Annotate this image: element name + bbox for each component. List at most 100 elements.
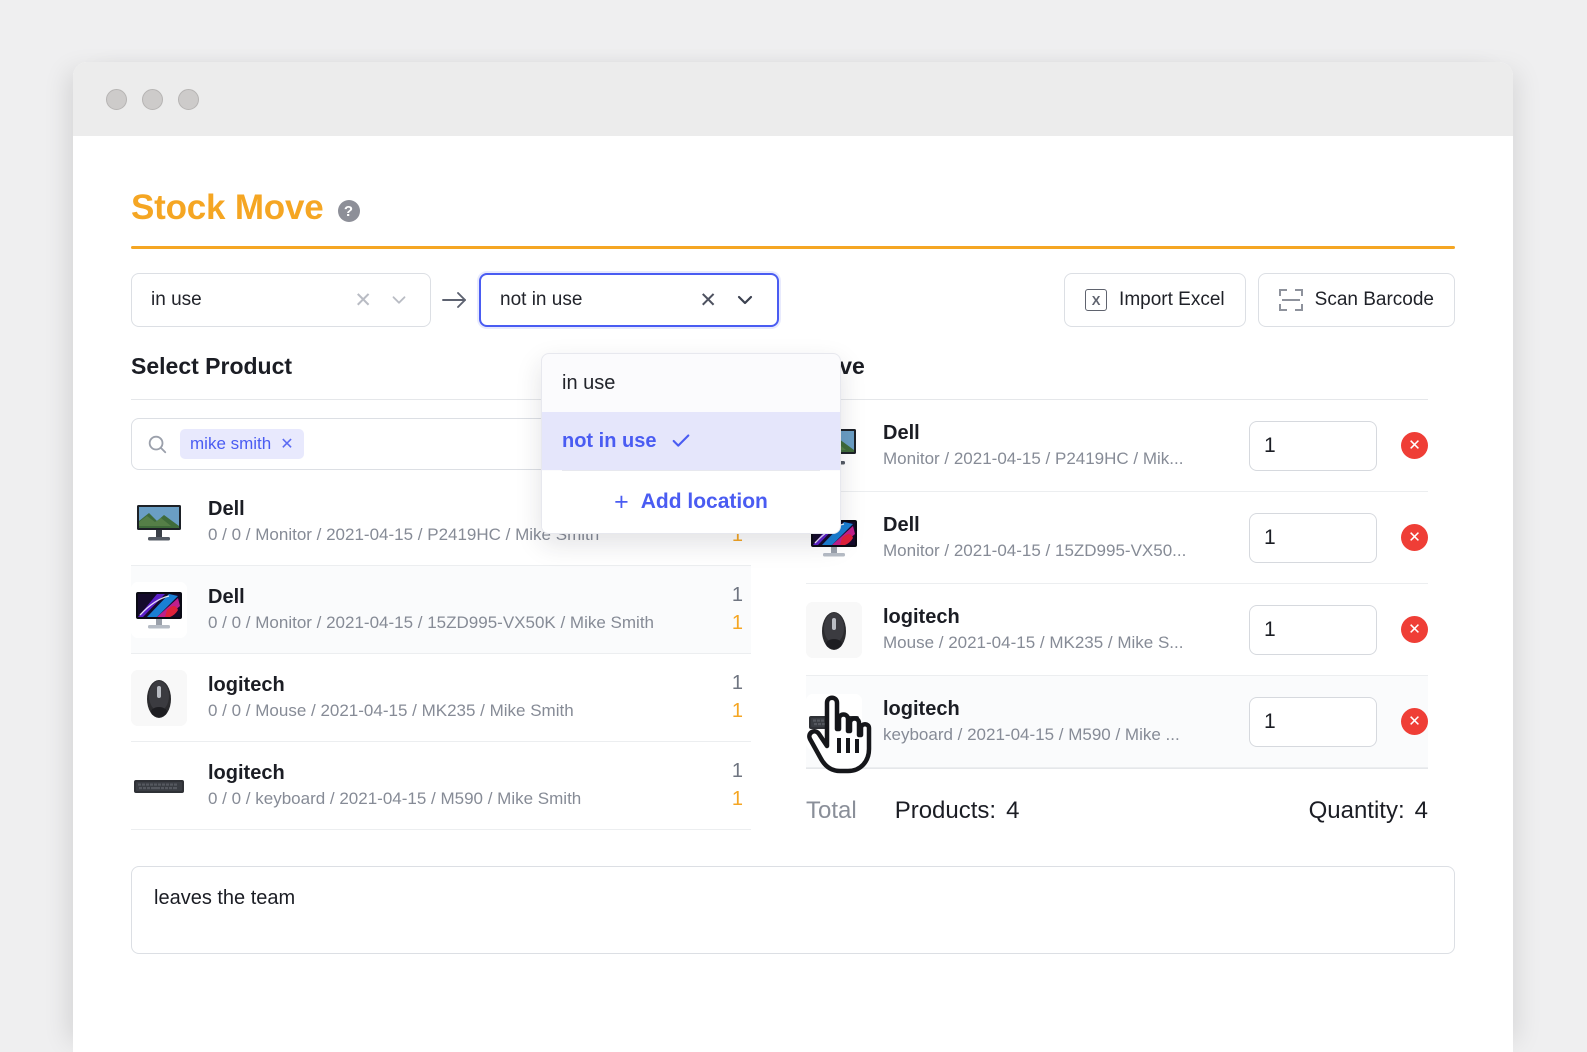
total-products: Products: 4 [895, 797, 1020, 825]
move-item-info: Dell Monitor / 2021-04-15 / P2419HC / Mi… [883, 420, 1249, 472]
move-qty-input[interactable] [1249, 420, 1377, 471]
page-title: Stock Move [131, 188, 324, 227]
move-item-name: logitech [883, 697, 960, 720]
product-meta: 0 / 0 / keyboard / 2021-04-15 / M590 / M… [208, 788, 582, 808]
total-quantity-label: Quantity: [1308, 797, 1405, 824]
app-window: Stock Move ? in use ✕ not in use ✕ [73, 62, 1513, 1052]
window-close-dot[interactable] [106, 88, 127, 110]
product-qty-available: 1 [731, 699, 743, 722]
product-info: logitech 0 / 0 / Mouse / 2021-04-15 / MK… [208, 672, 697, 724]
move-item-name: Dell [883, 421, 920, 444]
window-maximize-dot[interactable] [178, 88, 199, 110]
move-list-item[interactable]: Dell Monitor / 2021-04-15 / 15ZD995-VX50… [806, 492, 1428, 584]
product-meta: 0 / 0 / Monitor / 2021-04-15 / 15ZD995-V… [208, 612, 654, 632]
import-excel-label: Import Excel [1119, 289, 1225, 310]
product-quantities: 1 1 [697, 582, 743, 638]
window-titlebar [73, 62, 1513, 136]
panel-divider [806, 399, 1428, 400]
dropdown-option-in-use[interactable]: in use [542, 354, 840, 412]
remove-item-button[interactable]: ✕ [1401, 708, 1428, 735]
product-list-item[interactable]: Dell 0 / 0 / Monitor / 2021-04-15 / P241… [131, 478, 751, 566]
from-location-select[interactable]: in use ✕ [131, 273, 431, 327]
excel-icon: X [1085, 289, 1108, 311]
monitor-abstract-icon [131, 581, 187, 638]
add-location-label: Add location [640, 490, 768, 513]
move-qty-input[interactable] [1249, 512, 1377, 563]
chevron-down-icon[interactable] [727, 288, 763, 312]
check-icon [670, 430, 692, 452]
location-toolbar: in use ✕ not in use ✕ X Import Exce [131, 273, 1455, 774]
dropdown-option-label: in use [562, 371, 616, 394]
move-item-meta: keyboard / 2021-04-15 / M590 / Mike ... [883, 724, 1180, 744]
import-excel-button[interactable]: X Import Excel [1064, 273, 1246, 327]
move-item-name: Dell [883, 513, 920, 536]
total-quantity: Quantity: 4 [1309, 797, 1428, 825]
product-list-item[interactable]: logitech 0 / 0 / keyboard / 2021-04-15 /… [131, 742, 751, 830]
move-qty-input[interactable] [1249, 696, 1377, 747]
to-location-value: not in use [500, 289, 583, 310]
add-location-button[interactable]: + Add location [542, 471, 840, 533]
totals-row: Total Products: 4 Quantity: 4 [806, 769, 1428, 825]
product-name: logitech [208, 673, 285, 696]
plus-icon: + [614, 487, 629, 516]
search-filter-chip[interactable]: mike smith ✕ [180, 429, 304, 459]
product-name: logitech [208, 761, 285, 784]
remove-item-button[interactable]: ✕ [1401, 616, 1428, 643]
to-location-clear-icon[interactable]: ✕ [699, 288, 717, 312]
page-header: Stock Move ? [131, 136, 1455, 228]
chevron-down-icon[interactable] [382, 289, 416, 311]
dropdown-option-not-in-use[interactable]: not in use [542, 412, 840, 470]
remove-item-button[interactable]: ✕ [1401, 432, 1428, 459]
move-list-item[interactable]: logitech keyboard / 2021-04-15 / M590 / … [806, 676, 1428, 768]
product-qty-available: 1 [731, 523, 743, 546]
move-item-info: logitech keyboard / 2021-04-15 / M590 / … [883, 696, 1249, 748]
title-divider [131, 246, 1455, 249]
product-qty-total: 1 [731, 759, 743, 782]
move-heading: Move [806, 353, 1428, 399]
dropdown-divider [562, 470, 820, 471]
to-location-select[interactable]: not in use ✕ [479, 273, 779, 327]
product-qty-available: 1 [731, 787, 743, 810]
close-icon[interactable]: ✕ [280, 436, 294, 453]
mouse-icon [806, 601, 862, 658]
total-products-label: Products: [894, 797, 997, 824]
scan-barcode-button[interactable]: Scan Barcode [1257, 273, 1455, 327]
total-label: Total [806, 797, 857, 824]
search-chip-label: mike smith [190, 434, 272, 453]
remove-item-button[interactable]: ✕ [1401, 524, 1428, 551]
product-list-item[interactable]: logitech 0 / 0 / Mouse / 2021-04-15 / MK… [131, 654, 751, 742]
mouse-icon [131, 669, 187, 726]
window-minimize-dot[interactable] [142, 88, 163, 110]
product-qty-available: 1 [731, 611, 743, 634]
move-list-item[interactable]: logitech Mouse / 2021-04-15 / MK235 / Mi… [806, 584, 1428, 676]
keyboard-icon [806, 693, 862, 750]
from-location-clear-icon[interactable]: ✕ [354, 288, 372, 312]
from-location-value: in use [151, 289, 202, 310]
product-name: Dell [208, 497, 245, 520]
note-wrap [131, 866, 1455, 959]
product-quantities: 1 1 [697, 758, 743, 814]
move-list-item[interactable]: Dell Monitor / 2021-04-15 / P2419HC / Mi… [806, 400, 1428, 492]
scan-barcode-label: Scan Barcode [1314, 289, 1434, 310]
move-item-meta: Monitor / 2021-04-15 / P2419HC / Mik... [883, 448, 1184, 468]
product-qty-total: 1 [731, 583, 743, 606]
arrow-right-icon [431, 288, 479, 312]
page-content: Stock Move ? in use ✕ not in use ✕ [73, 136, 1513, 959]
location-dropdown-menu: in use not in use + Add location [541, 353, 841, 534]
total-products-value: 4 [1006, 797, 1020, 824]
dropdown-option-label: not in use [562, 429, 657, 452]
barcode-scan-icon [1278, 289, 1303, 311]
move-qty-input[interactable] [1249, 604, 1377, 655]
product-quantities: 1 1 [697, 670, 743, 726]
total-quantity-value: 4 [1414, 797, 1428, 824]
keyboard-icon [131, 757, 187, 814]
toolbar-actions: X Import Excel Scan Bar [1064, 273, 1455, 327]
product-list-item[interactable]: Dell 0 / 0 / Monitor / 2021-04-15 / 15ZD… [131, 566, 751, 654]
monitor-landscape-icon [131, 493, 187, 550]
product-info: Dell 0 / 0 / Monitor / 2021-04-15 / P241… [208, 496, 697, 548]
note-textarea[interactable] [131, 866, 1455, 954]
move-item-info: logitech Mouse / 2021-04-15 / MK235 / Mi… [883, 604, 1249, 656]
move-item-meta: Mouse / 2021-04-15 / MK235 / Mike S... [883, 632, 1184, 652]
help-icon[interactable]: ? [337, 200, 360, 222]
total-divider [806, 768, 1428, 769]
